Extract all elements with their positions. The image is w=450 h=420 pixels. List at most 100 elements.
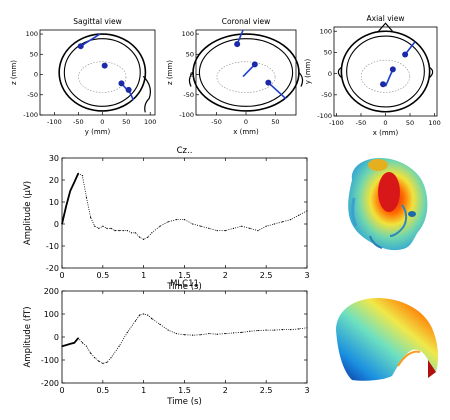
- x-tick-label: 0: [244, 118, 248, 126]
- head-view-1: -100 -50 0 50 100100500-50-100Sagittal viewy…: [10, 17, 156, 136]
- data-point: [74, 342, 75, 343]
- data-point: [176, 333, 177, 334]
- x-tick-label: 50: [271, 118, 279, 126]
- x-tick-label: 100: [428, 119, 440, 127]
- y-tick-label: 30: [49, 154, 59, 163]
- y-tick-label: -100: [23, 111, 38, 119]
- chart-xlabel: Time (s): [166, 397, 202, 407]
- data-point: [143, 239, 144, 240]
- plot-frame: [62, 158, 307, 268]
- x-tick-label: 0: [383, 119, 387, 127]
- data-point: [257, 230, 258, 231]
- x-tick-label: 100: [144, 118, 156, 126]
- x-tick-label: 0: [59, 386, 64, 395]
- data-point: [102, 226, 103, 227]
- dipole-location: [265, 80, 271, 86]
- view-ylabel: z (mm): [10, 60, 18, 85]
- chart-ylabel: Amplitude (fT): [23, 306, 33, 367]
- y-tick-label: 100: [182, 30, 194, 38]
- data-point: [168, 221, 169, 222]
- data-point: [184, 219, 185, 220]
- dipole-location: [118, 80, 124, 86]
- x-tick-label: 50: [122, 118, 130, 126]
- x-tick-label: 2.5: [260, 271, 273, 280]
- data-point: [119, 230, 120, 231]
- x-tick-label: 2: [223, 386, 228, 395]
- chart-title: MLC11: [170, 279, 199, 289]
- data-point: [192, 335, 193, 336]
- view-xlabel: x (mm): [233, 128, 259, 136]
- data-point: [143, 313, 144, 314]
- data-point: [225, 333, 226, 334]
- dipole-location: [390, 66, 396, 72]
- data-point: [61, 346, 62, 347]
- data-point: [159, 324, 160, 325]
- data-point: [290, 329, 291, 330]
- y-tick-label: 0: [190, 71, 194, 79]
- data-point: [306, 210, 307, 211]
- data-point: [257, 330, 258, 331]
- dipole-location: [78, 43, 84, 49]
- data-point: [131, 232, 132, 233]
- data-point: [282, 329, 283, 330]
- data-point: [114, 230, 115, 231]
- data-point: [241, 226, 242, 227]
- plot-frame: [62, 291, 307, 383]
- data-point: [65, 344, 66, 345]
- x-tick-label: 2.5: [260, 386, 273, 395]
- data-point: [208, 333, 209, 334]
- data-point: [249, 331, 250, 332]
- data-point: [110, 357, 111, 358]
- data-point: [90, 353, 91, 354]
- data-point: [168, 330, 169, 331]
- view-xlabel: x (mm): [373, 129, 399, 137]
- data-point: [147, 237, 148, 238]
- data-point: [151, 318, 152, 319]
- data-point: [192, 223, 193, 224]
- data-point: [151, 232, 152, 233]
- eeg-head-topography: [348, 158, 427, 250]
- data-point: [98, 228, 99, 229]
- x-tick-label: 2: [223, 271, 228, 280]
- data-point: [110, 228, 111, 229]
- data-point: [225, 230, 226, 231]
- y-tick-label: 0: [34, 71, 38, 79]
- data-point: [298, 215, 299, 216]
- data-point: [290, 219, 291, 220]
- data-point: [217, 230, 218, 231]
- data-point: [65, 206, 66, 207]
- y-tick-label: 100: [44, 310, 59, 319]
- data-point: [94, 226, 95, 227]
- y-tick-label: 50: [30, 50, 38, 58]
- data-point: [176, 219, 177, 220]
- x-tick-label: 1.5: [178, 386, 191, 395]
- y-tick-label: 20: [49, 176, 59, 185]
- data-point: [274, 223, 275, 224]
- data-point: [135, 232, 136, 233]
- meg-sensor-topography: [336, 298, 438, 381]
- y-tick-label: 200: [44, 287, 59, 296]
- data-point: [74, 182, 75, 183]
- data-point: [249, 228, 250, 229]
- data-point: [127, 230, 128, 231]
- x-tick-label: 50: [406, 119, 414, 127]
- head-view-3: -100 -50 0 50 100100500-50-100Axial viewx (m…: [304, 14, 441, 137]
- data-point: [233, 228, 234, 229]
- data-point: [306, 327, 307, 328]
- chart-ylabel: Amplitude (µV): [23, 181, 33, 245]
- data-point: [119, 346, 120, 347]
- x-tick-label: 3: [304, 271, 309, 280]
- dipole-location: [234, 41, 240, 47]
- dipole-location: [380, 81, 386, 87]
- y-tick-label: -10: [46, 242, 59, 251]
- view-frame: [40, 30, 155, 115]
- data-point: [82, 342, 83, 343]
- y-tick-label: -200: [41, 379, 59, 388]
- data-point: [217, 334, 218, 335]
- view-frame: [334, 27, 437, 116]
- view-xlabel: y (mm): [85, 128, 111, 136]
- y-tick-label: 0: [54, 333, 59, 342]
- data-point: [184, 334, 185, 335]
- dipole-location: [252, 61, 258, 67]
